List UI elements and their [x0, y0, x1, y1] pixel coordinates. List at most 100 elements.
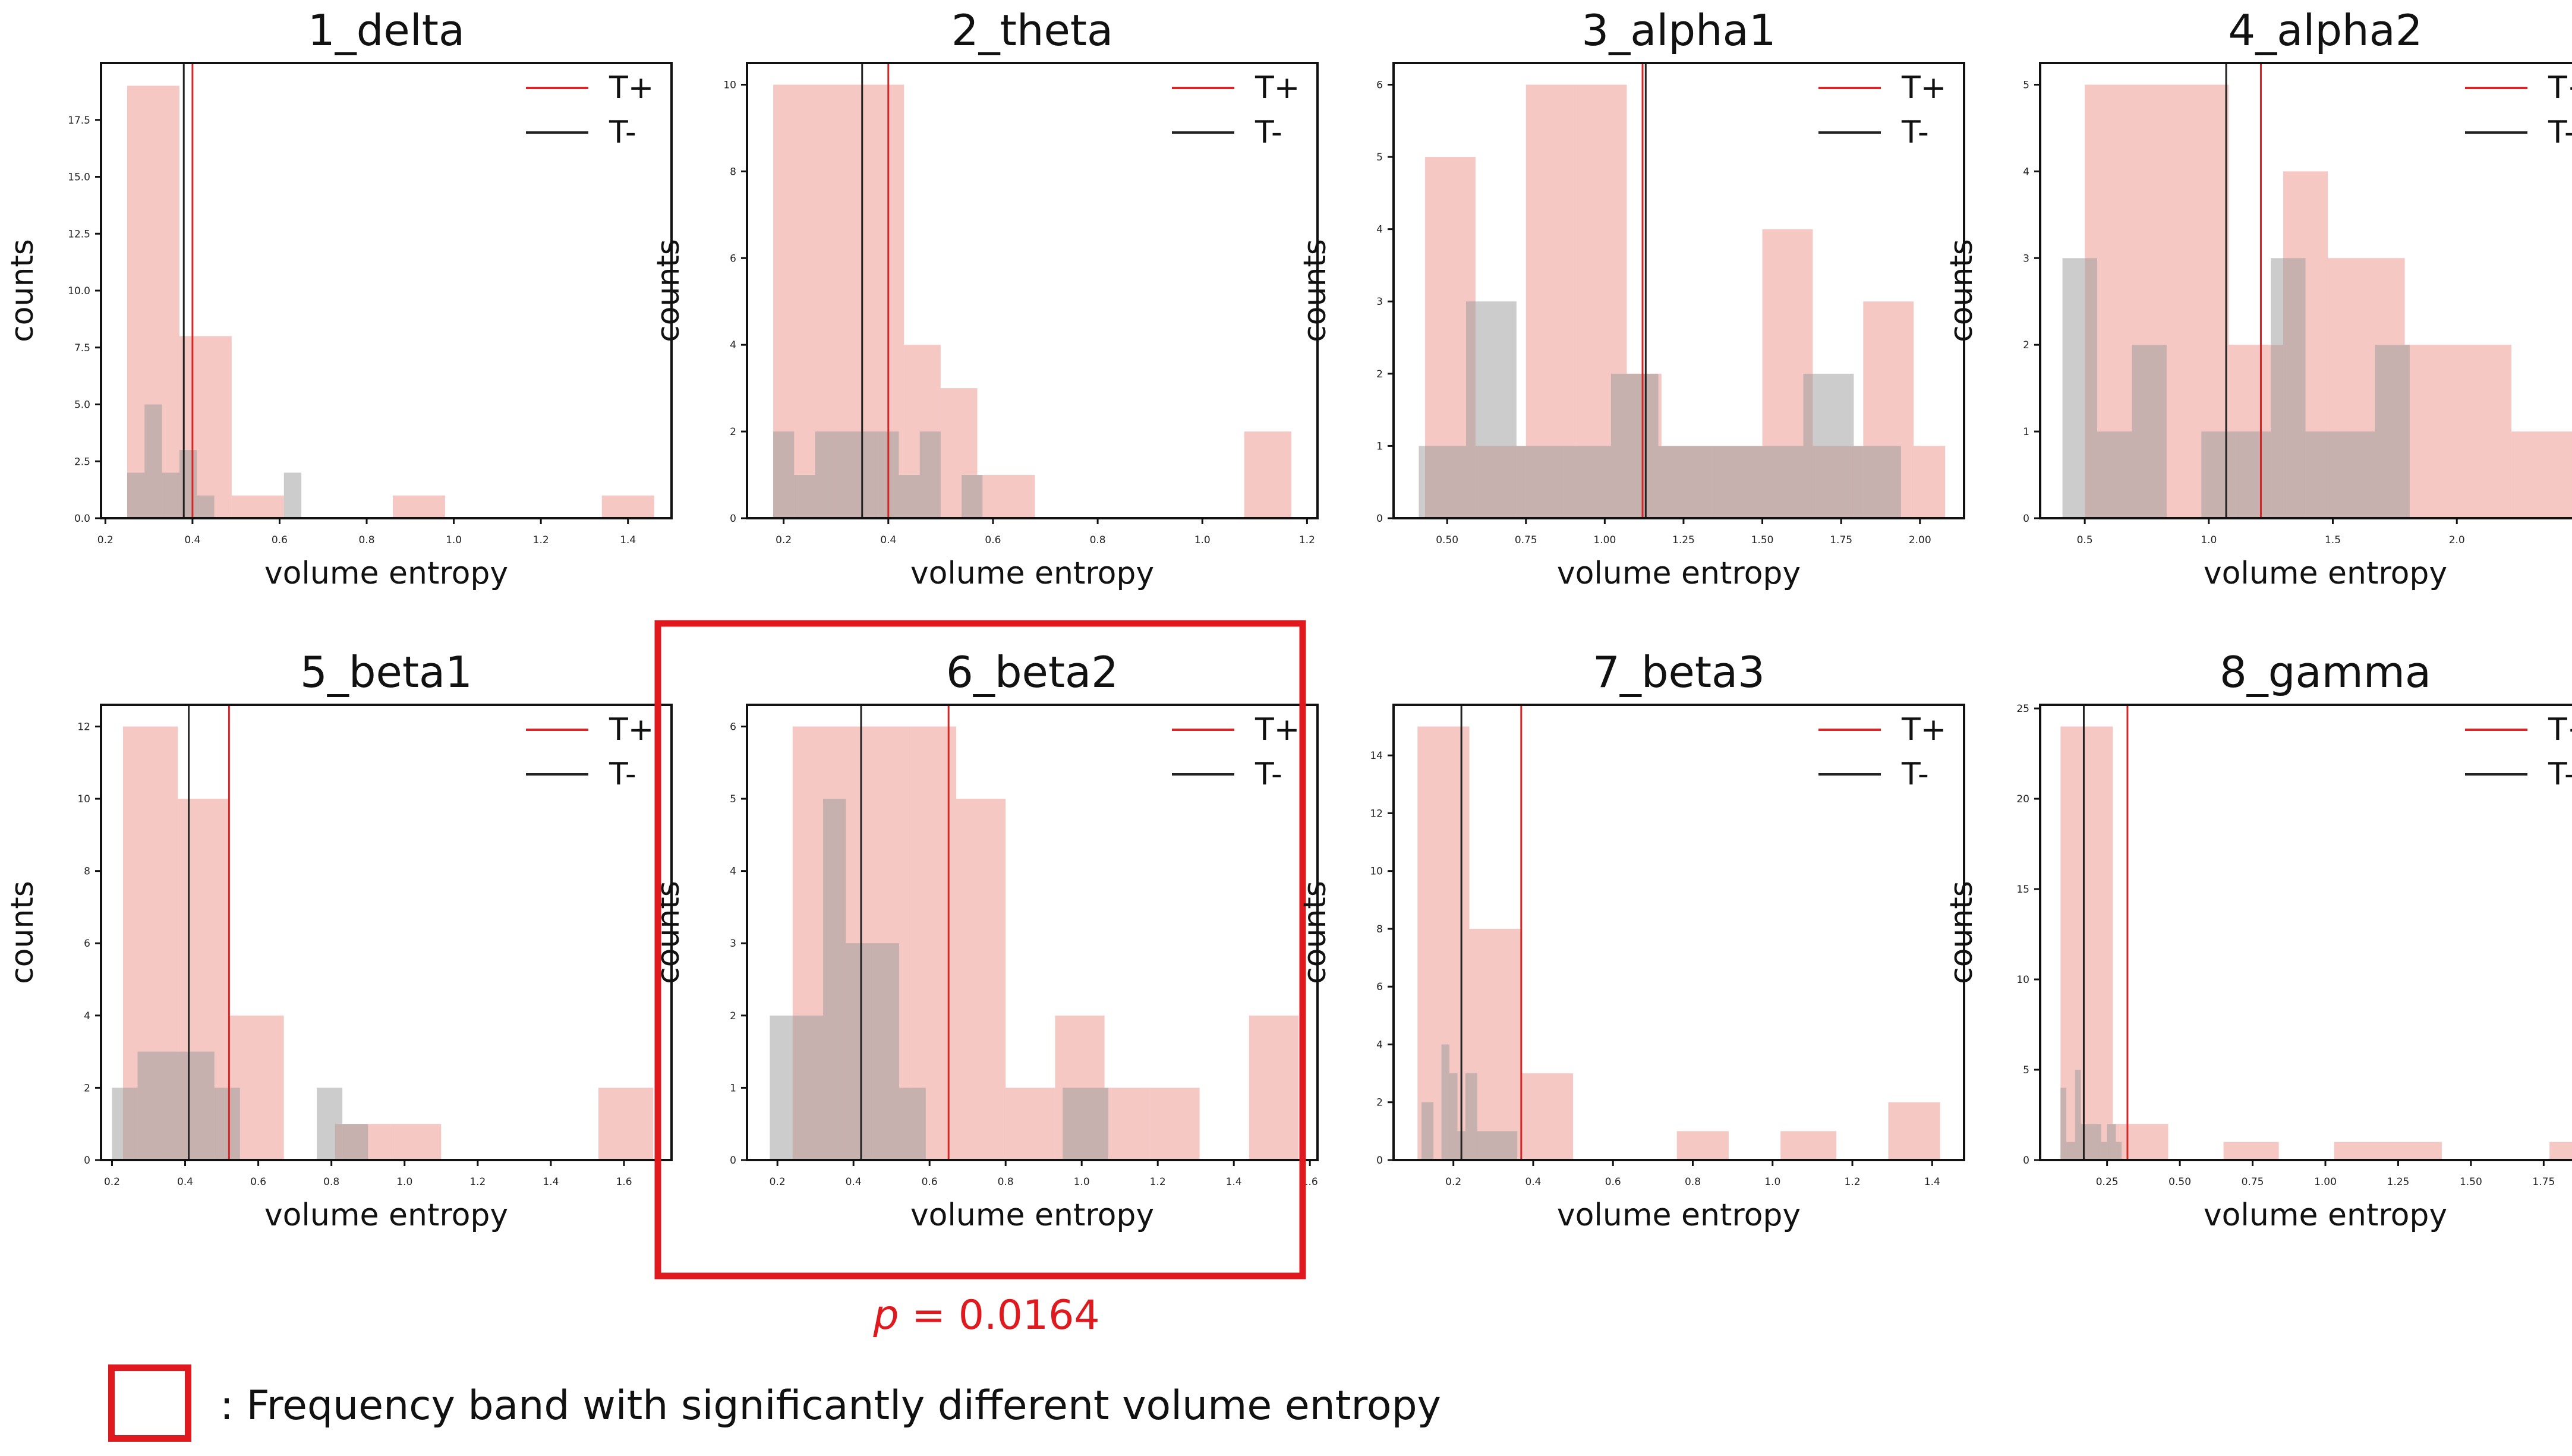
- x-tick-label: 1.2: [1845, 1176, 1861, 1188]
- chart-3_alpha1: 0.50 0.75 1.00 1.25 1.50 1.75 2.00 0 1 2 3 4 5 6 3_alp…: [1297, 5, 1965, 591]
- x-tick-label: 1.6: [616, 1176, 632, 1188]
- p-value: = 0.0164: [899, 1292, 1100, 1339]
- y-axis-label: counts: [651, 239, 686, 342]
- y-tick-label: 15: [2016, 884, 2029, 896]
- x-tick-label: 0.4: [184, 534, 200, 546]
- bar-tplus-7: [1150, 1088, 1200, 1160]
- y-tick-label: 4: [1376, 224, 1383, 236]
- y-tick-label: 10: [1370, 866, 1383, 878]
- x-tick-label: 1.0: [446, 534, 462, 546]
- y-tick-label: 6: [84, 938, 90, 950]
- y-axis-label: counts: [1944, 239, 1980, 342]
- x-tick-label: 1.75: [2532, 1176, 2555, 1188]
- y-tick-label: 1: [2023, 426, 2029, 438]
- bar-tminus-1: [2097, 431, 2132, 518]
- x-tick-label: 0.8: [1090, 534, 1106, 546]
- plot-frame: [1392, 704, 1965, 1161]
- y-tick-label: 6: [730, 721, 736, 733]
- x-axis-label: volume entropy: [910, 556, 1154, 591]
- chart-title: 8_gamma: [2220, 647, 2431, 697]
- y-tick-label: 2: [1376, 368, 1383, 380]
- plot-frame: [2039, 704, 2572, 1161]
- bar-tminus-3: [188, 1051, 215, 1160]
- bar-tminus-5: [2095, 1124, 2101, 1160]
- bar-tminus-0: [112, 1088, 138, 1160]
- x-tick-label: 1.4: [620, 534, 636, 546]
- bar-tplus-6: [1104, 1088, 1151, 1160]
- y-tick-label: 0: [1376, 513, 1383, 525]
- legend-label-tplus: T+: [1255, 70, 1300, 106]
- legend-label-tplus: T+: [2548, 70, 2572, 106]
- x-tick-label: 1.2: [533, 534, 549, 546]
- y-tick-label: 14: [1370, 750, 1383, 762]
- x-tick-label: 0.25: [2096, 1176, 2119, 1188]
- legend-label-tplus: T+: [1901, 70, 1946, 106]
- legend-label-tminus: T-: [2548, 757, 2572, 792]
- y-tick-label: 15.0: [68, 172, 90, 184]
- bar-tminus-4: [856, 431, 878, 518]
- y-tick-label: 12.5: [68, 228, 90, 240]
- x-tick-label: 0.4: [177, 1176, 193, 1188]
- bar-tminus-1: [794, 475, 815, 518]
- bar-tminus-0: [773, 431, 795, 518]
- chart-title: 6_beta2: [946, 647, 1118, 697]
- bar-tminus-6: [2271, 258, 2306, 518]
- bar-tminus-1: [2066, 1142, 2075, 1160]
- bar-tminus-4: [2201, 431, 2236, 518]
- plot-frame: [2039, 62, 2572, 519]
- bar-tplus-3: [956, 799, 1006, 1160]
- bar-tminus-3: [836, 431, 857, 518]
- y-tick-label: 3: [1376, 296, 1383, 308]
- x-tick-label: 0.8: [998, 1176, 1014, 1188]
- bar-tminus-9: [283, 472, 302, 518]
- y-tick-label: 8: [1376, 924, 1383, 935]
- bar-tminus-3: [179, 450, 197, 518]
- bar-tminus-7: [919, 431, 941, 518]
- bar-tplus-5: [2334, 1142, 2442, 1160]
- bar-tminus-4: [1610, 373, 1659, 518]
- x-axis-label: volume entropy: [1557, 1197, 1801, 1233]
- x-tick-label: 1.50: [2460, 1176, 2482, 1188]
- bar-tminus-9: [962, 475, 983, 518]
- x-tick-label: 1.00: [1593, 534, 1616, 546]
- plot-frame: [100, 704, 673, 1161]
- chart-6_beta2: 0.2 0.4 0.6 0.8 1.0 1.2 1.4 1.601234566_beta2vo…: [651, 620, 1319, 1339]
- y-tick-label: 5: [2023, 79, 2029, 91]
- x-tick-label: 0.75: [1515, 534, 1537, 546]
- y-tick-label: 4: [730, 339, 736, 351]
- x-tick-label: 0.2: [104, 1176, 120, 1188]
- x-axis-label: volume entropy: [264, 1197, 508, 1233]
- bar-tminus-2: [823, 799, 846, 1160]
- y-tick-label: 25: [2016, 703, 2029, 715]
- x-tick-label: 0.6: [985, 534, 1001, 546]
- x-tick-label: 1.0: [1194, 534, 1211, 546]
- x-tick-label: 0.4: [846, 1176, 862, 1188]
- x-tick-label: 1.25: [1672, 534, 1695, 546]
- x-tick-label: 0.50: [2168, 1176, 2191, 1188]
- y-tick-label: 20: [2016, 793, 2029, 805]
- plot-frame: [746, 704, 1319, 1161]
- legend-label-tminus: T-: [1901, 115, 1929, 150]
- legend-label-tminus: T-: [609, 757, 636, 792]
- chart-8_gamma: 0.25 0.50 0.75 1.00 1.25 1.50 1.75 0 5 10 15 20 25 8_…: [1944, 647, 2572, 1233]
- bar-tplus-5: [2511, 431, 2572, 518]
- p-symbol: p: [872, 1292, 899, 1339]
- legend-label-tplus: T+: [609, 70, 654, 106]
- bar-tplus-5: [392, 495, 445, 518]
- bar-tminus-3: [1564, 446, 1611, 518]
- x-tick-label: 0.5: [2077, 534, 2093, 546]
- y-tick-label: 17.5: [68, 115, 90, 127]
- bar-tplus-2: [231, 495, 284, 518]
- y-tick-label: 0: [1376, 1155, 1383, 1167]
- y-tick-label: 10: [77, 793, 90, 805]
- y-tick-label: 4: [84, 1010, 90, 1022]
- bar-tminus-6: [899, 475, 920, 518]
- x-tick-label: 0.8: [1685, 1176, 1701, 1188]
- y-tick-label: 4: [1376, 1039, 1383, 1051]
- bar-tminus-2: [1516, 446, 1564, 518]
- y-tick-label: 2.5: [74, 456, 90, 468]
- x-tick-label: 0.2: [97, 534, 114, 546]
- x-axis-label: volume entropy: [264, 556, 508, 591]
- bar-tminus-2: [2075, 1070, 2081, 1160]
